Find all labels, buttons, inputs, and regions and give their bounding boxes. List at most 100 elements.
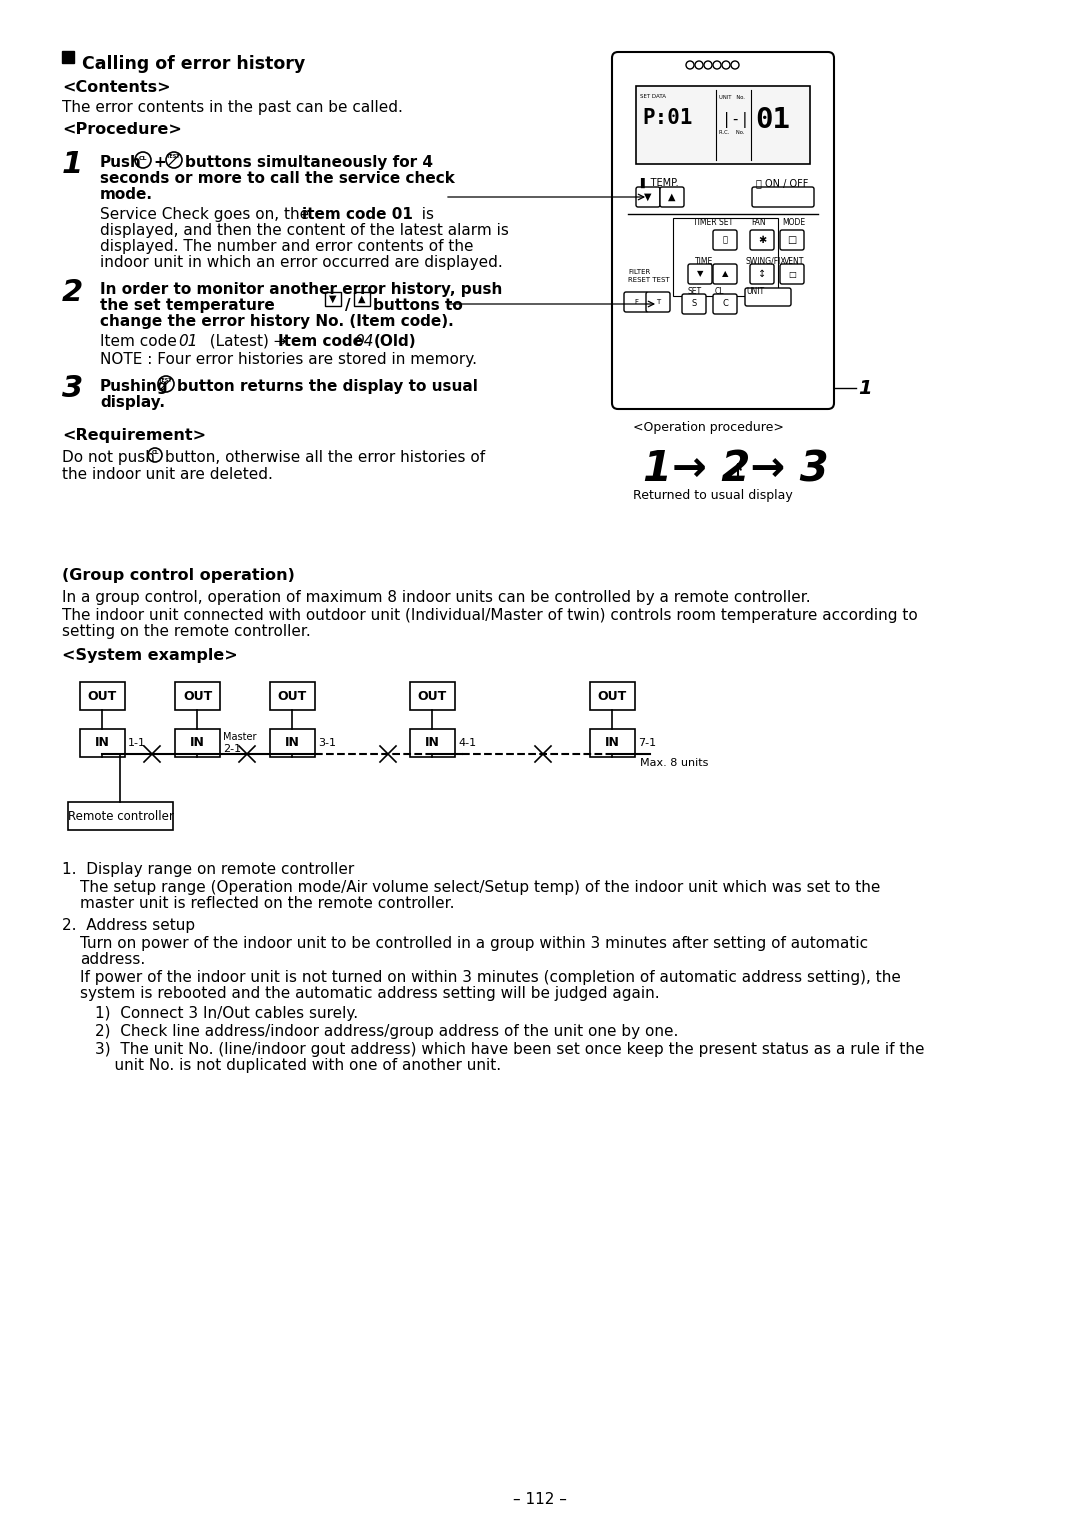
Text: Do not push: Do not push xyxy=(62,450,154,465)
FancyBboxPatch shape xyxy=(688,264,712,284)
Text: Item code: Item code xyxy=(278,334,368,349)
Bar xyxy=(62,50,75,63)
Text: T: T xyxy=(656,299,660,305)
Text: change the error history No. (Item code).: change the error history No. (Item code)… xyxy=(100,314,454,329)
Text: FILTER
RESET TEST: FILTER RESET TEST xyxy=(627,268,670,284)
Text: <System example>: <System example> xyxy=(62,648,238,663)
Text: C: C xyxy=(723,299,728,308)
Text: NOTE : Four error histories are stored in memory.: NOTE : Four error histories are stored i… xyxy=(100,352,477,368)
Text: ▲: ▲ xyxy=(721,270,728,279)
Text: OUT: OUT xyxy=(278,689,307,703)
Bar xyxy=(80,682,125,711)
FancyBboxPatch shape xyxy=(780,230,804,250)
Text: item code 01: item code 01 xyxy=(302,207,413,223)
Text: In a group control, operation of maximum 8 indoor units can be controlled by a r: In a group control, operation of maximum… xyxy=(62,590,811,605)
Text: Item code: Item code xyxy=(100,334,181,349)
Text: If power of the indoor unit is not turned on within 3 minutes (completion of aut: If power of the indoor unit is not turne… xyxy=(80,970,901,985)
Text: system is rebooted and the automatic address setting will be judged again.: system is rebooted and the automatic add… xyxy=(80,987,660,1000)
Text: Remote controller: Remote controller xyxy=(68,810,174,822)
Text: 3)  The unit No. (line/indoor gout address) which have been set once keep the pr: 3) The unit No. (line/indoor gout addres… xyxy=(95,1042,924,1057)
Text: – 112 –: – 112 – xyxy=(513,1491,567,1507)
Text: <Operation procedure>: <Operation procedure> xyxy=(633,421,784,435)
Bar xyxy=(175,729,220,756)
Text: buttons to: buttons to xyxy=(373,297,462,313)
Text: OUT: OUT xyxy=(418,689,447,703)
Text: SET: SET xyxy=(688,287,702,296)
Text: address.: address. xyxy=(80,952,145,967)
Text: ▲: ▲ xyxy=(669,192,676,201)
Text: ▼: ▼ xyxy=(697,270,703,279)
Text: CL: CL xyxy=(151,450,159,456)
Text: P:01: P:01 xyxy=(642,108,692,128)
Text: □: □ xyxy=(787,235,797,246)
Text: S: S xyxy=(691,299,697,308)
Text: OUT: OUT xyxy=(87,689,117,703)
Bar xyxy=(673,218,778,296)
Text: (Old): (Old) xyxy=(374,334,417,349)
Text: IN: IN xyxy=(95,737,110,749)
Text: Master: Master xyxy=(222,732,257,743)
Bar xyxy=(354,291,370,307)
Text: ✱: ✱ xyxy=(758,235,766,246)
Bar xyxy=(270,682,315,711)
Text: 2: 2 xyxy=(62,278,83,307)
Text: IN: IN xyxy=(190,737,205,749)
FancyBboxPatch shape xyxy=(636,188,660,207)
Bar xyxy=(175,682,220,711)
Text: CL: CL xyxy=(138,156,147,160)
Text: TEST: TEST xyxy=(159,378,173,383)
Text: 01: 01 xyxy=(755,107,789,134)
Text: VENT: VENT xyxy=(784,258,805,265)
Text: Returned to usual display: Returned to usual display xyxy=(633,490,793,502)
FancyBboxPatch shape xyxy=(681,294,706,314)
Bar xyxy=(325,291,341,307)
Text: setting on the remote controller.: setting on the remote controller. xyxy=(62,624,311,639)
Text: indoor unit in which an error occurred are displayed.: indoor unit in which an error occurred a… xyxy=(100,255,503,270)
FancyBboxPatch shape xyxy=(780,264,804,284)
Bar xyxy=(636,85,810,165)
Text: □: □ xyxy=(788,270,796,279)
Text: ▲: ▲ xyxy=(359,294,366,303)
Text: F: F xyxy=(634,299,638,305)
FancyBboxPatch shape xyxy=(745,288,791,307)
Bar xyxy=(410,729,455,756)
Text: ▼: ▼ xyxy=(329,294,337,303)
Bar xyxy=(590,729,635,756)
Text: Calling of error history: Calling of error history xyxy=(82,55,306,73)
FancyBboxPatch shape xyxy=(624,291,648,313)
Text: buttons simultaneously for 4: buttons simultaneously for 4 xyxy=(185,156,433,169)
Text: 1.  Display range on remote controller: 1. Display range on remote controller xyxy=(62,862,354,877)
FancyBboxPatch shape xyxy=(660,188,684,207)
Text: 1: 1 xyxy=(858,378,872,398)
Text: TEST: TEST xyxy=(167,154,180,160)
Text: Service Check goes on, the: Service Check goes on, the xyxy=(100,207,314,223)
Text: Turn on power of the indoor unit to be controlled in a group within 3 minutes af: Turn on power of the indoor unit to be c… xyxy=(80,936,868,952)
Text: 3: 3 xyxy=(62,374,83,403)
Text: MODE: MODE xyxy=(782,218,805,227)
Text: OUT: OUT xyxy=(598,689,627,703)
Text: ▼: ▼ xyxy=(645,192,651,201)
Text: 2)  Check line address/indoor address/group address of the unit one by one.: 2) Check line address/indoor address/gro… xyxy=(95,1023,678,1039)
Bar xyxy=(80,729,125,756)
Text: is: is xyxy=(411,207,434,223)
Bar xyxy=(270,729,315,756)
Text: displayed. The number and error contents of the: displayed. The number and error contents… xyxy=(100,239,473,255)
Text: In order to monitor another error history, push: In order to monitor another error histor… xyxy=(100,282,502,297)
FancyBboxPatch shape xyxy=(750,230,774,250)
FancyBboxPatch shape xyxy=(713,264,737,284)
Text: 1-1: 1-1 xyxy=(129,738,146,747)
Text: FAN: FAN xyxy=(751,218,766,227)
Text: 3-1: 3-1 xyxy=(318,738,336,747)
Text: 2.  Address setup: 2. Address setup xyxy=(62,918,195,933)
Text: +: + xyxy=(153,156,165,169)
Text: displayed, and then the content of the latest alarm is: displayed, and then the content of the l… xyxy=(100,223,509,238)
Text: /: / xyxy=(345,297,351,313)
Text: display.: display. xyxy=(100,395,165,410)
Text: unit No. is not duplicated with one of another unit.: unit No. is not duplicated with one of a… xyxy=(95,1058,501,1074)
Text: 01: 01 xyxy=(178,334,198,349)
Text: The setup range (Operation mode/Air volume select/Setup temp) of the indoor unit: The setup range (Operation mode/Air volu… xyxy=(80,880,880,895)
FancyBboxPatch shape xyxy=(750,264,774,284)
Text: R.C.    No.: R.C. No. xyxy=(719,130,744,136)
Text: IN: IN xyxy=(605,737,620,749)
Text: Push: Push xyxy=(100,156,141,169)
